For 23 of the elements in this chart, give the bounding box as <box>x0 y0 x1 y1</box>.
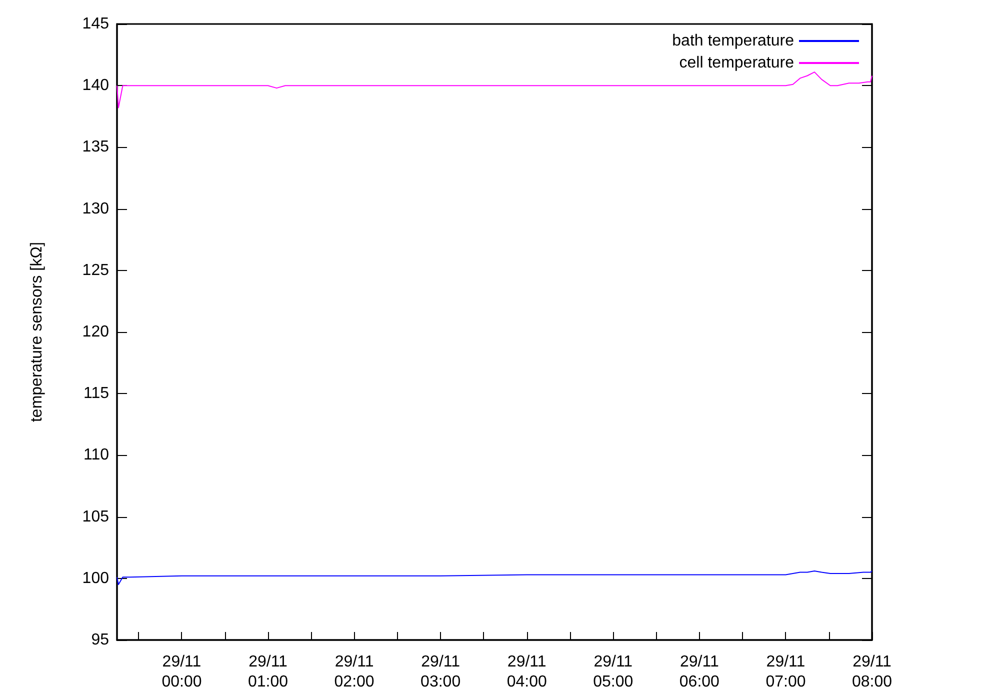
x-tick-label: 29/11 08:00 <box>852 654 892 690</box>
legend-label: bath temperature <box>672 32 794 50</box>
y-axis-title: temperature sensors [kΩ] <box>28 242 46 422</box>
x-tick-label: 29/11 00:00 <box>162 654 202 690</box>
y-tick-label: 115 <box>83 385 110 402</box>
x-tick-label: 29/11 01:00 <box>248 654 288 690</box>
y-tick-label: 130 <box>82 200 110 218</box>
y-tick-label: 140 <box>82 77 110 94</box>
x-tick-label: 29/11 07:00 <box>766 654 806 690</box>
legend-label: cell temperature <box>679 54 794 72</box>
y-tick-label: 100 <box>82 570 110 587</box>
y-tick-label: 110 <box>83 446 110 464</box>
y-tick-label: 145 <box>82 16 110 32</box>
x-tick-label: 29/11 06:00 <box>679 654 720 690</box>
x-tick-label: 29/11 05:00 <box>593 654 634 690</box>
x-tick-label: 29/11 02:00 <box>334 654 374 690</box>
y-tick-label: 135 <box>82 138 110 156</box>
y-tick-label: 105 <box>82 508 110 526</box>
y-tick-label: 125 <box>82 262 110 279</box>
y-tick-label: 120 <box>82 324 110 340</box>
y-tick-label: 95 <box>91 632 110 648</box>
x-tick-label: 29/11 04:00 <box>506 654 547 690</box>
x-tick-label: 29/11 03:00 <box>420 654 461 690</box>
